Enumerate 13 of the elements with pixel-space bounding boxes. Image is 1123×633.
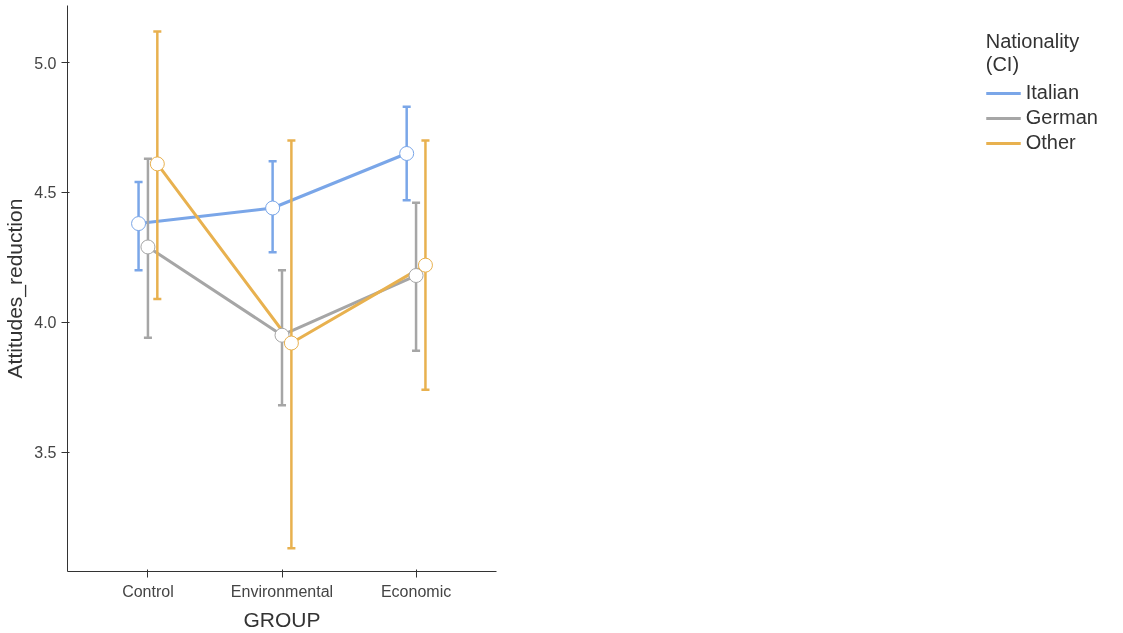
x-axis-title: GROUP bbox=[243, 607, 321, 631]
x-tick-label: Control bbox=[122, 582, 174, 600]
y-tick-label: 4.0 bbox=[34, 314, 57, 332]
legend-label: German bbox=[1025, 106, 1098, 129]
legend-title: Nationality (CI) bbox=[985, 30, 1081, 76]
legend-label: Italian bbox=[1025, 81, 1080, 104]
y-tick-label: 3.5 bbox=[34, 444, 57, 462]
legend-label: Other bbox=[1025, 131, 1076, 154]
y-tick-label: 4.5 bbox=[34, 184, 57, 202]
y-axis-title: Attitudes_reduction bbox=[3, 198, 28, 379]
x-tick-label: Economic bbox=[380, 582, 452, 600]
y-tick-label: 5.0 bbox=[34, 54, 57, 72]
x-tick-label: Environmental bbox=[230, 582, 334, 600]
